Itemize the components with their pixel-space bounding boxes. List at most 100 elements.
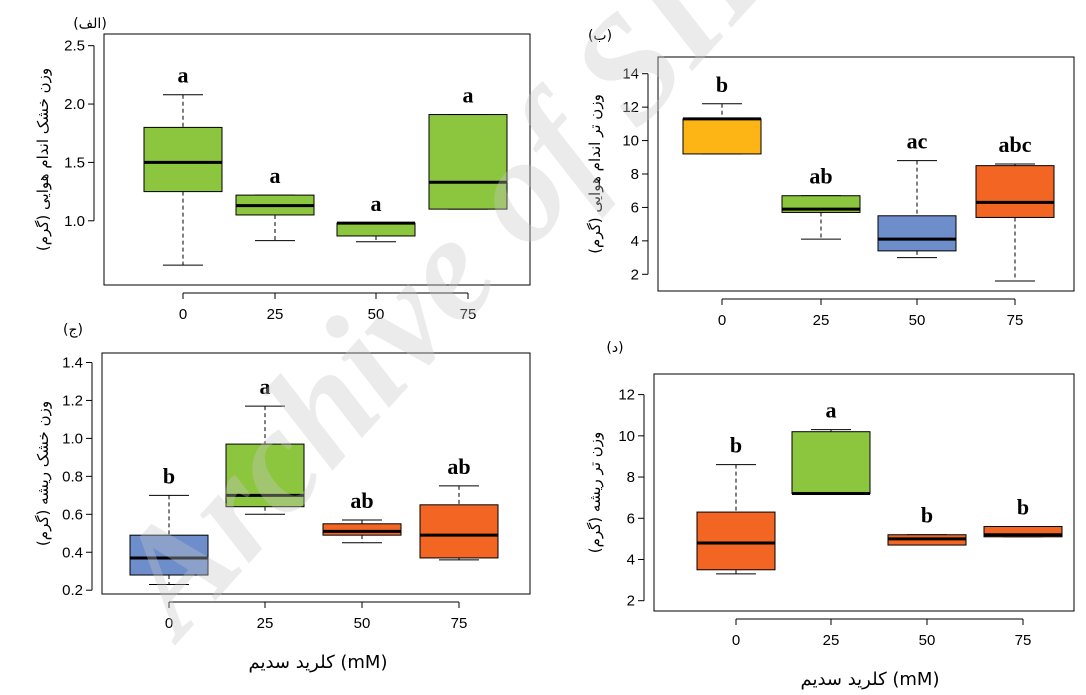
iqr-box bbox=[983, 526, 1063, 538]
panel-2: 2 4 6 8 10 12 14 0 25 50 75 b ab ac abc (ب) وزن تر اندام… bbox=[586, 28, 1075, 329]
panel-4: 2 4 6 8 10 12 0 25 50 75 b a b b (د) وزن تر ریشه (گرم) ک… bbox=[586, 340, 1075, 690]
x-tick-label: 25 bbox=[823, 632, 840, 649]
box-75: abc bbox=[975, 132, 1055, 282]
panel-label: (ب) bbox=[588, 28, 612, 44]
y-axis-label: وزن خشک اندام هوایی (گرم) bbox=[34, 68, 52, 251]
box-50: b bbox=[887, 503, 967, 546]
y-tick-label: 0.4 bbox=[62, 544, 83, 561]
panel-1: 1.0 1.5 2.0 2.5 0 25 50 75 a a a a (الف) وزن خشک اندا… bbox=[34, 16, 531, 323]
y-tick-label: 6 bbox=[627, 510, 635, 527]
significance-letter: a bbox=[826, 398, 837, 423]
box-75: ab bbox=[419, 454, 499, 561]
x-tick-label: 25 bbox=[267, 306, 284, 323]
y-axis-label: وزن تر اندام هوایی (گرم) bbox=[586, 94, 604, 254]
x-tick-label: 25 bbox=[813, 312, 830, 329]
x-tick-label: 50 bbox=[919, 632, 936, 649]
y-tick-label: 2.0 bbox=[64, 96, 85, 113]
significance-letter: a bbox=[260, 374, 271, 399]
significance-letter: ab bbox=[447, 454, 470, 479]
y-tick-label: 2 bbox=[627, 593, 635, 610]
x-tick-label: 75 bbox=[451, 615, 468, 632]
significance-letter: a bbox=[463, 83, 474, 108]
box-0: a bbox=[143, 63, 223, 266]
panel-label: (الف) bbox=[73, 16, 107, 32]
box-25: a bbox=[791, 398, 871, 496]
iqr-box bbox=[682, 118, 762, 155]
panel-label: (ج) bbox=[63, 322, 83, 338]
x-tick-label: 25 bbox=[257, 615, 274, 632]
panel-label: (د) bbox=[606, 340, 623, 356]
iqr-box bbox=[877, 215, 957, 252]
y-tick-label: 1.0 bbox=[62, 430, 83, 447]
y-tick-label: 1.4 bbox=[62, 354, 83, 371]
y-tick-label: 1.5 bbox=[64, 154, 85, 171]
y-tick-label: 8 bbox=[627, 469, 635, 486]
box-0: b bbox=[682, 72, 762, 155]
y-tick-label: 4 bbox=[631, 233, 639, 250]
box-50: a bbox=[336, 191, 416, 243]
y-axis-label: وزن تر ریشه (گرم) bbox=[586, 432, 604, 554]
significance-letter: ac bbox=[907, 129, 928, 154]
y-tick-label: 10 bbox=[618, 428, 635, 445]
significance-letter: a bbox=[178, 63, 189, 88]
y-tick-label: 12 bbox=[622, 99, 639, 116]
y-tick-label: 0.2 bbox=[62, 582, 83, 599]
y-tick-label: 4 bbox=[627, 551, 635, 568]
y-tick-label: 1.2 bbox=[62, 392, 83, 409]
box-25: a bbox=[235, 163, 315, 242]
y-tick-label: 2.5 bbox=[64, 38, 85, 55]
significance-letter: a bbox=[270, 163, 281, 188]
y-tick-label: 0.6 bbox=[62, 506, 83, 523]
significance-letter: b bbox=[730, 433, 742, 458]
y-tick-label: 2 bbox=[631, 266, 639, 283]
y-tick-label: 10 bbox=[622, 133, 639, 150]
x-tick-label: 0 bbox=[718, 312, 726, 329]
x-tick-label: 50 bbox=[354, 615, 371, 632]
y-axis-label: وزن خشک ریشه (گرم) bbox=[34, 401, 52, 546]
box-75: a bbox=[428, 83, 508, 210]
box-75: b bbox=[983, 495, 1063, 538]
box-0: b bbox=[129, 463, 209, 586]
y-tick-label: 8 bbox=[631, 166, 639, 183]
plot-frame bbox=[653, 373, 1075, 612]
box-50: ab bbox=[322, 488, 402, 544]
x-axis-label: کلرید سدیم (mM) bbox=[800, 669, 939, 690]
significance-letter: b bbox=[716, 72, 728, 97]
iqr-box bbox=[129, 534, 209, 576]
significance-letter: ab bbox=[809, 164, 832, 189]
x-tick-label: 50 bbox=[368, 306, 385, 323]
panel-3: 0.2 0.4 0.6 0.8 1.0 1.2 1.4 0 25 50 75 b a ab ab (ج) وزن… bbox=[34, 322, 531, 673]
y-tick-label: 1.0 bbox=[64, 213, 85, 230]
significance-letter: b bbox=[1017, 495, 1029, 520]
iqr-box bbox=[143, 126, 223, 193]
box-25: a bbox=[225, 374, 305, 515]
iqr-box bbox=[975, 165, 1055, 218]
x-tick-label: 75 bbox=[1015, 632, 1032, 649]
y-tick-label: 12 bbox=[618, 387, 635, 404]
y-tick-label: 0.8 bbox=[62, 468, 83, 485]
x-tick-label: 75 bbox=[460, 306, 477, 323]
box-50: ac bbox=[877, 129, 957, 259]
iqr-box bbox=[696, 511, 776, 571]
box-25: ab bbox=[781, 164, 861, 240]
plot-frame bbox=[103, 33, 531, 286]
y-tick-label: 6 bbox=[631, 199, 639, 216]
significance-letter: b bbox=[163, 463, 175, 488]
significance-letter: b bbox=[921, 503, 933, 528]
iqr-box bbox=[419, 504, 499, 559]
y-tick-label: 14 bbox=[622, 66, 639, 83]
significance-letter: abc bbox=[999, 132, 1032, 157]
significance-letter: ab bbox=[350, 488, 373, 513]
significance-letter: a bbox=[371, 191, 382, 216]
x-tick-label: 0 bbox=[179, 306, 187, 323]
iqr-box bbox=[791, 431, 871, 495]
x-tick-label: 50 bbox=[909, 312, 926, 329]
plot-frame bbox=[101, 352, 531, 595]
x-tick-label: 0 bbox=[165, 615, 173, 632]
box-0: b bbox=[696, 433, 776, 575]
plot-frame bbox=[657, 56, 1075, 292]
iqr-box bbox=[428, 114, 508, 210]
x-tick-label: 75 bbox=[1007, 312, 1024, 329]
x-axis-label: کلرید سدیم (mM) bbox=[248, 652, 387, 673]
